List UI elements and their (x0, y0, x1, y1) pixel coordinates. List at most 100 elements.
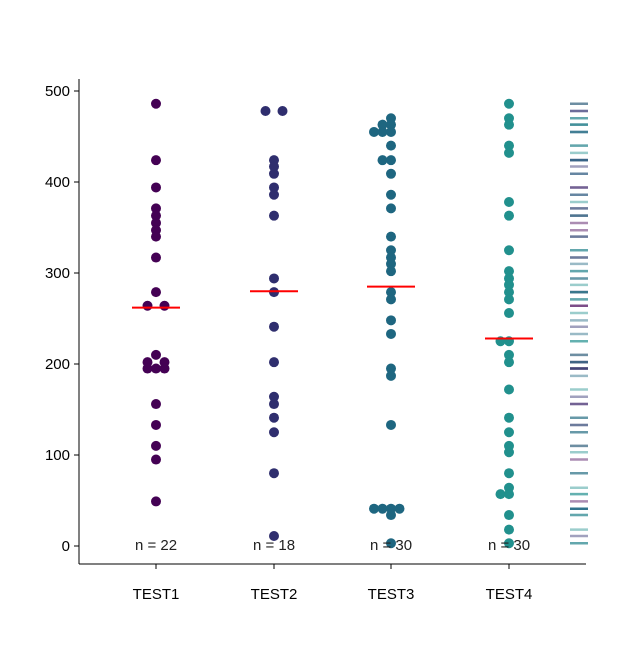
sample-size-label: n = 30 (370, 537, 412, 554)
data-point (386, 266, 396, 277)
data-point (386, 510, 396, 521)
data-point (495, 489, 506, 500)
data-point (504, 447, 514, 458)
data-point (386, 126, 396, 137)
x-tick-label: TEST4 (486, 586, 533, 603)
y-tick-label: 0 (62, 538, 70, 555)
data-point (504, 384, 514, 395)
data-point (269, 530, 279, 541)
data-point (269, 357, 279, 368)
data-point (386, 294, 396, 305)
data-point (504, 412, 514, 423)
data-point (504, 357, 514, 368)
data-point (386, 155, 396, 166)
data-point (386, 370, 396, 381)
data-point (504, 489, 514, 500)
y-tick-label: 500 (45, 83, 70, 100)
data-point (504, 308, 514, 319)
data-point (151, 287, 161, 298)
data-point (151, 440, 161, 451)
data-point (504, 349, 514, 360)
data-point (504, 266, 514, 277)
data-point (386, 189, 396, 200)
data-point (386, 258, 396, 269)
data-point (151, 182, 161, 193)
data-point (151, 454, 161, 465)
data-point (504, 468, 514, 479)
data-point (151, 349, 161, 360)
data-point (151, 419, 161, 430)
data-point (386, 328, 396, 339)
data-point (386, 363, 396, 374)
data-point (151, 210, 161, 221)
data-point (504, 524, 514, 535)
data-point (260, 106, 271, 117)
data-point (504, 98, 514, 109)
data-point (269, 321, 279, 332)
data-point (151, 496, 161, 507)
data-point (151, 155, 161, 166)
data-point (377, 503, 388, 514)
data-point (151, 252, 161, 263)
data-point (386, 168, 396, 179)
median-lines (132, 285, 533, 340)
data-point (504, 119, 514, 130)
axes: 0 100 200 300 400 500 TEST1 TEST2 TEST3 TEST4 (45, 79, 586, 603)
y-tick-label: 100 (45, 447, 70, 464)
data-point (159, 363, 170, 374)
data-point (386, 245, 396, 256)
sample-size-label: n = 30 (488, 537, 530, 554)
data-point (377, 126, 388, 137)
data-point (377, 119, 388, 130)
data-point (269, 399, 279, 410)
rug-strip (570, 102, 588, 545)
data-point (386, 140, 396, 151)
data-point (386, 419, 396, 430)
data-point (504, 197, 514, 208)
data-point (386, 287, 396, 298)
data-point (142, 363, 153, 374)
data-point (386, 231, 396, 242)
data-point (269, 412, 279, 423)
data-point (377, 155, 388, 166)
data-point (504, 279, 514, 290)
data-point (269, 168, 279, 179)
sample-size-label: n = 22 (135, 537, 177, 554)
data-point (504, 294, 514, 305)
data-point (159, 300, 170, 311)
data-point (386, 538, 396, 549)
data-point (151, 399, 161, 410)
data-point (151, 363, 161, 374)
sample-size-label: n = 18 (253, 537, 295, 554)
y-tick-label: 400 (45, 174, 70, 191)
data-point (269, 273, 279, 284)
data-point (269, 189, 279, 200)
data-point (504, 140, 514, 151)
data-point (504, 427, 514, 438)
data-point (269, 468, 279, 479)
data-point (504, 147, 514, 158)
data-point (504, 210, 514, 221)
data-point (394, 503, 405, 514)
data-point (386, 203, 396, 214)
x-tick-label: TEST2 (251, 586, 298, 603)
data-point (269, 427, 279, 438)
data-point (504, 510, 514, 521)
data-point (386, 119, 396, 130)
sample-size-labels: n = 22 n = 18 n = 30 n = 30 (135, 537, 530, 554)
y-tick-label: 300 (45, 265, 70, 282)
data-point (386, 315, 396, 326)
data-points (142, 98, 514, 549)
data-point (142, 300, 153, 311)
data-point (151, 98, 161, 109)
data-point (369, 503, 379, 514)
data-point (504, 245, 514, 256)
y-tick-label: 200 (45, 356, 70, 373)
data-point (151, 231, 161, 242)
data-point (151, 203, 161, 214)
data-point (504, 287, 514, 298)
data-point (369, 126, 379, 137)
data-point (504, 538, 514, 549)
data-point (269, 210, 279, 221)
